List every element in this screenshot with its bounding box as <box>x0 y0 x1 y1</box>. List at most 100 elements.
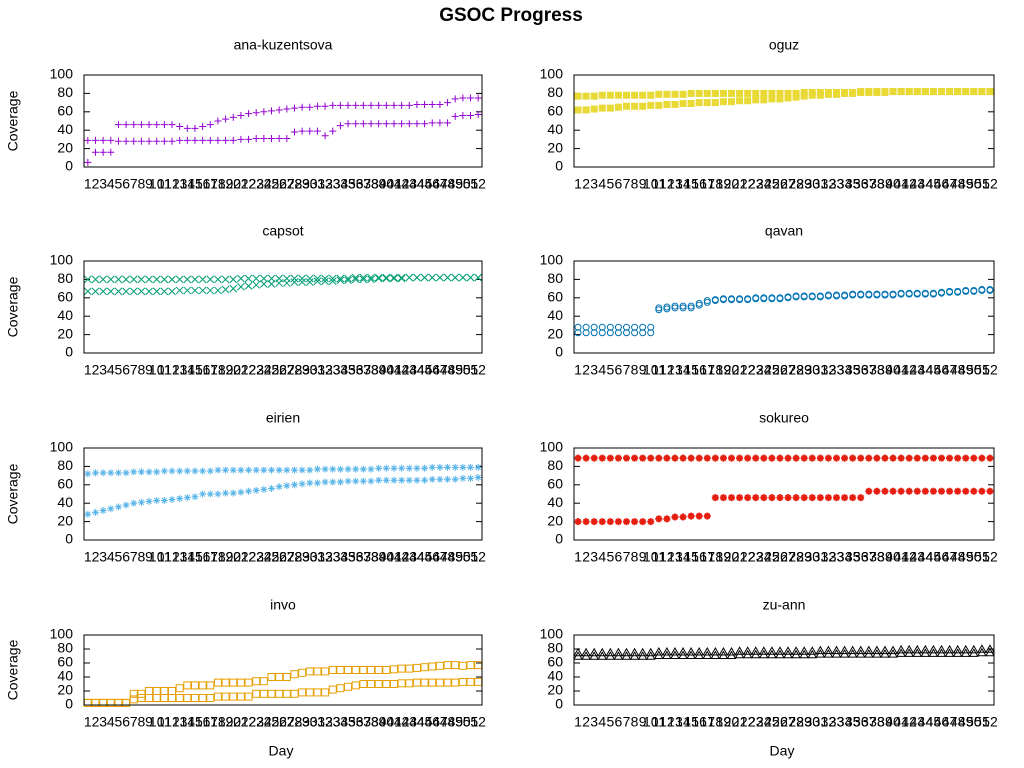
marker <box>275 483 283 491</box>
marker <box>145 287 153 296</box>
marker <box>168 137 176 145</box>
x-tick-label: 32 <box>821 176 837 192</box>
marker <box>260 466 268 474</box>
marker <box>244 692 253 701</box>
marker <box>800 92 808 100</box>
marker <box>91 136 99 144</box>
marker <box>444 99 452 107</box>
marker <box>968 644 979 654</box>
marker <box>389 680 398 688</box>
marker <box>938 487 945 495</box>
marker <box>849 454 857 462</box>
marker <box>639 454 647 462</box>
x-tick-label: 39 <box>877 362 893 378</box>
marker <box>913 290 921 298</box>
marker <box>800 494 808 502</box>
x-tick-label: 23 <box>748 176 764 192</box>
panel-title: sokureo <box>759 410 809 426</box>
marker <box>760 96 768 104</box>
x-tick-label: 36 <box>853 362 869 378</box>
marker <box>800 88 808 96</box>
marker <box>718 646 729 656</box>
marker <box>582 329 590 337</box>
marker <box>920 648 931 657</box>
marker <box>833 90 840 98</box>
marker <box>816 91 824 99</box>
x-tick-label: 13 <box>667 714 683 730</box>
x-tick-label: 51 <box>463 362 479 378</box>
x-tick-label: 47 <box>432 362 448 378</box>
x-tick-label: 6 <box>122 176 130 192</box>
marker <box>760 89 768 97</box>
marker <box>160 121 168 129</box>
marker <box>198 286 207 295</box>
x-tick-label: 11 <box>157 714 172 730</box>
marker <box>872 649 882 658</box>
x-tick-label: 13 <box>667 176 683 192</box>
x-tick-label: 30 <box>302 549 318 565</box>
plot-frame <box>573 634 995 706</box>
marker <box>776 494 784 502</box>
x-tick-label: 14 <box>180 714 196 730</box>
marker <box>428 119 436 127</box>
marker <box>421 100 429 108</box>
x-tick-label: 20 <box>225 714 241 730</box>
x-tick-label: 1 <box>574 714 582 730</box>
marker <box>760 454 768 462</box>
x-tick-label: 2 <box>92 176 100 192</box>
marker <box>589 647 600 657</box>
x-tick-label: 45 <box>926 714 942 730</box>
x-tick-label: 38 <box>363 714 379 730</box>
marker <box>695 99 703 107</box>
marker <box>252 281 261 289</box>
marker <box>857 291 865 299</box>
x-tick-label: 41 <box>386 362 402 378</box>
marker <box>792 89 800 97</box>
marker <box>768 295 776 303</box>
marker <box>183 275 192 284</box>
marker <box>267 673 276 681</box>
marker <box>99 148 107 156</box>
marker <box>631 91 639 99</box>
x-tick-label: 40 <box>379 714 395 730</box>
marker <box>252 486 260 494</box>
x-tick-label: 14 <box>180 362 196 378</box>
x-tick-label: 29 <box>796 362 812 378</box>
marker <box>83 287 92 296</box>
marker <box>398 101 406 109</box>
x-tick-label: 41 <box>893 549 909 565</box>
marker <box>160 694 169 702</box>
x-tick-label: 10 <box>149 362 165 378</box>
marker <box>282 279 291 287</box>
x-tick-label: 12 <box>164 714 180 730</box>
marker <box>191 493 199 501</box>
marker <box>687 302 695 310</box>
x-tick-label: 37 <box>356 549 372 565</box>
x-tick-label: 8 <box>138 714 146 730</box>
marker <box>929 290 937 298</box>
marker <box>791 646 801 655</box>
marker <box>344 465 352 473</box>
marker <box>831 645 842 655</box>
x-tick-label: 43 <box>401 176 417 192</box>
x-tick-label: 1 <box>574 362 582 378</box>
marker <box>206 275 215 284</box>
x-tick-label: 37 <box>861 549 877 565</box>
x-tick-label: 15 <box>187 362 203 378</box>
marker <box>905 487 913 495</box>
marker <box>252 274 261 283</box>
marker <box>792 93 800 101</box>
x-tick-label: 29 <box>294 176 310 192</box>
marker <box>614 91 622 99</box>
x-tick-label: 41 <box>386 549 402 565</box>
marker <box>467 94 475 102</box>
marker <box>236 678 245 687</box>
marker <box>807 649 818 659</box>
marker <box>986 286 994 294</box>
marker <box>290 670 299 679</box>
x-tick-label: 16 <box>195 714 211 730</box>
marker <box>176 495 184 503</box>
marker <box>954 487 962 495</box>
x-tick-label: 23 <box>748 549 764 565</box>
x-tick-label: 46 <box>934 714 950 730</box>
